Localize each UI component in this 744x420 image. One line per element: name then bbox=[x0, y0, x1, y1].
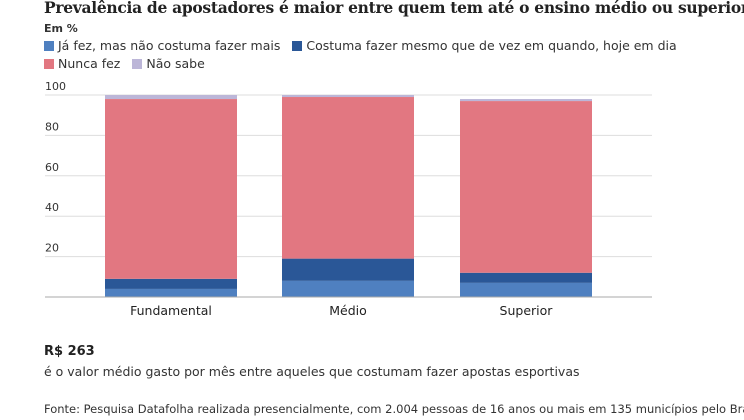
bar-segment bbox=[105, 288, 237, 297]
legend-item: Não sabe bbox=[132, 56, 205, 71]
stat-value: R$ 263 bbox=[44, 344, 95, 359]
y-tick-label: 100 bbox=[45, 80, 66, 93]
y-tick-label: 40 bbox=[45, 201, 59, 214]
legend-item: Nunca fez bbox=[44, 56, 120, 71]
y-tick-label: 60 bbox=[45, 161, 59, 174]
legend-label: Costuma fazer mesmo que de vez em quando… bbox=[306, 38, 677, 53]
legend-label: Nunca fez bbox=[58, 56, 121, 71]
bar-segment bbox=[282, 258, 414, 281]
bar-segment bbox=[460, 272, 592, 283]
legend-item: Costuma fazer mesmo que de vez em quando… bbox=[292, 38, 677, 53]
bar-segment bbox=[105, 99, 237, 279]
legend-label: Já fez, mas não costuma fazer mais bbox=[58, 38, 281, 53]
source-note: Fonte: Pesquisa Datafolha realizada pres… bbox=[44, 402, 744, 416]
legend-label: Não sabe bbox=[146, 56, 205, 71]
legend-item: Já fez, mas não costuma fazer mais bbox=[44, 38, 280, 53]
bar-segment bbox=[105, 278, 237, 289]
stat-description: é o valor médio gasto por mês entre aque… bbox=[44, 364, 580, 379]
chart-subtitle: Em % bbox=[44, 22, 78, 35]
bar-segment bbox=[105, 95, 237, 100]
stacked-bar-chart: 20 40 60 80 100 Fundamental Médio Superior bbox=[45, 80, 652, 318]
bar-segment bbox=[282, 95, 414, 98]
y-tick-label: 80 bbox=[45, 120, 59, 133]
legend-swatch bbox=[44, 58, 54, 69]
bar-segment bbox=[460, 101, 592, 273]
bar-segment bbox=[460, 282, 592, 297]
bar-segment bbox=[282, 280, 414, 297]
bar-segment bbox=[460, 99, 592, 102]
x-tick-label: Superior bbox=[500, 303, 554, 318]
x-tick-label: Médio bbox=[329, 303, 367, 318]
legend-swatch bbox=[292, 40, 303, 51]
legend: Já fez, mas não costuma fazer mais Costum… bbox=[44, 38, 724, 74]
y-tick-label: 20 bbox=[45, 242, 59, 255]
chart-title: Prevalência de apostadores é maior entre… bbox=[44, 0, 744, 17]
bar-segment bbox=[282, 97, 414, 259]
x-tick-label: Fundamental bbox=[130, 303, 212, 318]
legend-swatch bbox=[132, 58, 143, 69]
legend-swatch bbox=[44, 40, 54, 51]
